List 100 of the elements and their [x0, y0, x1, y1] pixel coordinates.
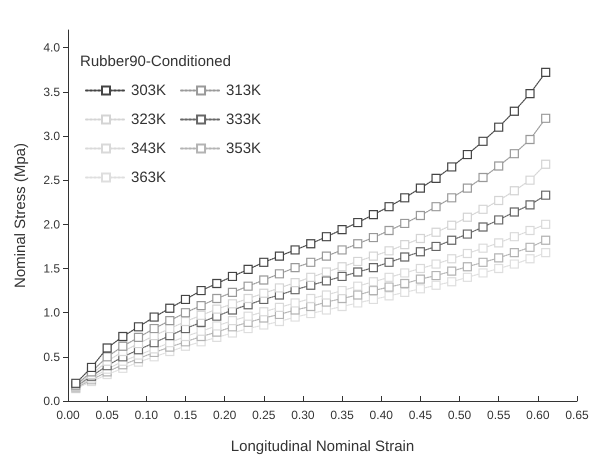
- point: [525, 176, 535, 185]
- point: [400, 268, 410, 278]
- point: [368, 294, 378, 304]
- point: [353, 267, 362, 277]
- point: [462, 229, 472, 239]
- y-axis-title: Nominal Stress (Mpa): [12, 142, 29, 288]
- point: [431, 174, 441, 183]
- point: [180, 308, 190, 318]
- point: [494, 238, 504, 248]
- point: [337, 272, 347, 282]
- point: [196, 301, 206, 310]
- x-tick-label: 0.55: [487, 408, 511, 422]
- point: [510, 186, 519, 196]
- point: [228, 316, 238, 326]
- point: [447, 236, 456, 245]
- point: [384, 291, 394, 300]
- point: [259, 288, 268, 298]
- point: [447, 254, 456, 264]
- x-tick-label: 0.05: [95, 408, 120, 422]
- point: [102, 343, 112, 353]
- point: [494, 253, 504, 262]
- point: [494, 161, 504, 171]
- y-tick-label: 4.0: [43, 40, 60, 55]
- point: [368, 232, 378, 242]
- point: [510, 232, 519, 242]
- point: [228, 272, 238, 282]
- point: [447, 193, 456, 202]
- point: [462, 150, 472, 160]
- point: [478, 172, 488, 182]
- legend-label: 363K: [131, 169, 166, 186]
- point: [86, 362, 96, 372]
- x-tick-label: 0.10: [134, 408, 158, 422]
- point: [384, 246, 394, 256]
- point: [541, 160, 550, 169]
- point: [541, 190, 550, 200]
- point: [322, 290, 332, 300]
- point: [180, 294, 190, 304]
- point: [447, 162, 456, 172]
- y-tick-label: 3.0: [43, 129, 60, 143]
- point: [431, 228, 441, 237]
- point: [510, 207, 519, 217]
- x-tick-label: 0.35: [330, 408, 354, 422]
- x-tick-label: 0.65: [565, 408, 589, 422]
- point: [431, 202, 441, 212]
- point: [400, 218, 410, 228]
- point: [368, 277, 378, 286]
- point: [212, 278, 222, 288]
- point: [290, 298, 300, 308]
- point: [368, 210, 378, 220]
- point: [368, 252, 378, 261]
- point: [306, 272, 316, 282]
- point: [494, 215, 504, 225]
- point: [384, 258, 394, 267]
- point: [541, 114, 550, 123]
- point: [180, 316, 190, 326]
- point: [353, 290, 362, 300]
- point: [447, 277, 456, 286]
- point: [274, 252, 284, 261]
- point: [478, 268, 488, 278]
- point: [416, 210, 425, 220]
- point: [384, 272, 394, 282]
- point: [290, 278, 300, 288]
- point: [478, 136, 488, 146]
- point: [447, 220, 456, 230]
- point: [134, 332, 144, 342]
- point: [165, 316, 174, 326]
- point: [384, 282, 394, 292]
- point: [353, 256, 362, 266]
- point: [416, 234, 425, 244]
- point: [400, 193, 410, 202]
- point: [244, 264, 253, 274]
- point: [118, 342, 128, 351]
- x-tick-label: 0.45: [408, 408, 432, 422]
- point: [150, 312, 159, 322]
- point: [510, 248, 519, 258]
- point: [244, 282, 253, 291]
- point: [541, 236, 550, 245]
- point: [353, 218, 362, 228]
- point: [290, 245, 300, 255]
- point: [322, 276, 332, 286]
- legend-title: Rubber90-Conditioned: [80, 53, 231, 70]
- point: [353, 239, 362, 248]
- point: [400, 278, 410, 288]
- point: [118, 332, 128, 342]
- x-tick-label: 0.30: [291, 408, 315, 422]
- legend-label: 353K: [226, 140, 262, 157]
- point: [165, 324, 174, 334]
- point: [212, 304, 222, 314]
- point: [525, 226, 535, 236]
- point: [431, 270, 441, 280]
- point: [478, 222, 488, 232]
- point: [510, 106, 519, 116]
- point: [306, 294, 316, 304]
- point: [431, 280, 441, 290]
- point: [462, 248, 472, 258]
- legend-label: 313K: [226, 82, 262, 99]
- point: [165, 304, 174, 313]
- y-tick-label: 0.5: [43, 350, 60, 364]
- point: [228, 299, 238, 308]
- point: [306, 302, 316, 312]
